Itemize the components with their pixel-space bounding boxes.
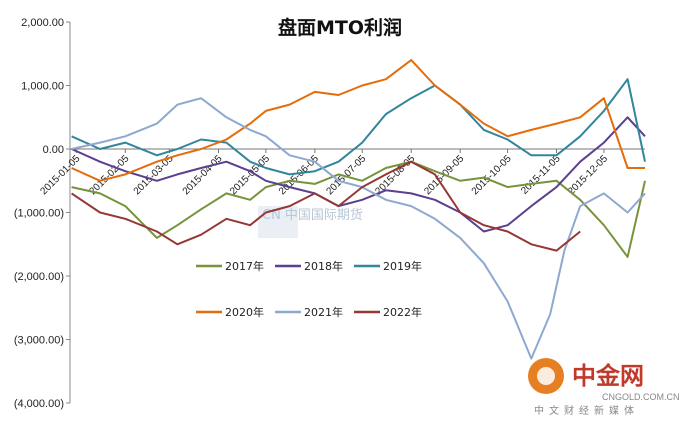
legend-label: 2021年 <box>304 305 343 319</box>
logo-url: CNGOLD.COM.CN <box>602 392 680 402</box>
series-line-4 <box>71 59 645 182</box>
y-tick-label: (2,000.00) <box>14 271 64 283</box>
series-group <box>71 59 646 360</box>
x-tick-label: 2015-06-05 <box>277 153 321 197</box>
series-line-1 <box>71 160 646 258</box>
legend-label: 2020年 <box>225 305 264 319</box>
legend: 2017年 2018年 2019年 2020年 2021年 2022年 <box>196 259 422 319</box>
x-tick-label: 2015-11-05 <box>519 153 563 197</box>
chart-title: 盘面MTO利润 <box>278 16 402 39</box>
logo-tagline: 中文财经新媒体 <box>534 404 639 417</box>
x-tick-label: 2015-05-05 <box>228 153 272 197</box>
legend-label: 2022年 <box>383 305 422 319</box>
y-axis: 2,000.00 1,000.00 0.00 (1,000.00) (2,000.00)… <box>14 17 71 410</box>
x-tick-label: 2015-04-05 <box>181 153 225 197</box>
series-line-5 <box>71 97 646 360</box>
logo-name: 中金网 <box>572 362 644 390</box>
legend-label: 2018年 <box>304 259 343 273</box>
x-tick-label: 2015-12-05 <box>566 153 610 197</box>
watermark-text: CN 中国国际期货 <box>262 207 363 223</box>
series-line-3 <box>71 78 646 176</box>
y-tick-label: 1,000.00 <box>21 81 64 93</box>
legend-label: 2019年 <box>383 259 422 273</box>
y-tick-label: (1,000.00) <box>14 208 64 220</box>
cngold-logo: 中金网 CNGOLD.COM.CN 中文财经新媒体 <box>528 358 680 417</box>
series-line-6 <box>71 160 581 252</box>
x-tick-label: 2015-01-05 <box>38 153 82 197</box>
y-tick-label: (3,000.00) <box>14 335 64 347</box>
watermark-logo-icon <box>258 206 298 238</box>
legend-label: 2017年 <box>225 259 264 273</box>
series-line-2 <box>71 116 646 233</box>
y-tick-label: (4,000.00) <box>14 398 64 410</box>
x-tick-label: 2015-10-05 <box>470 153 514 197</box>
y-tick-label: 2,000.00 <box>21 17 64 29</box>
y-tick-label: 0.00 <box>43 144 64 156</box>
watermark: CN 中国国际期货 <box>258 206 363 238</box>
